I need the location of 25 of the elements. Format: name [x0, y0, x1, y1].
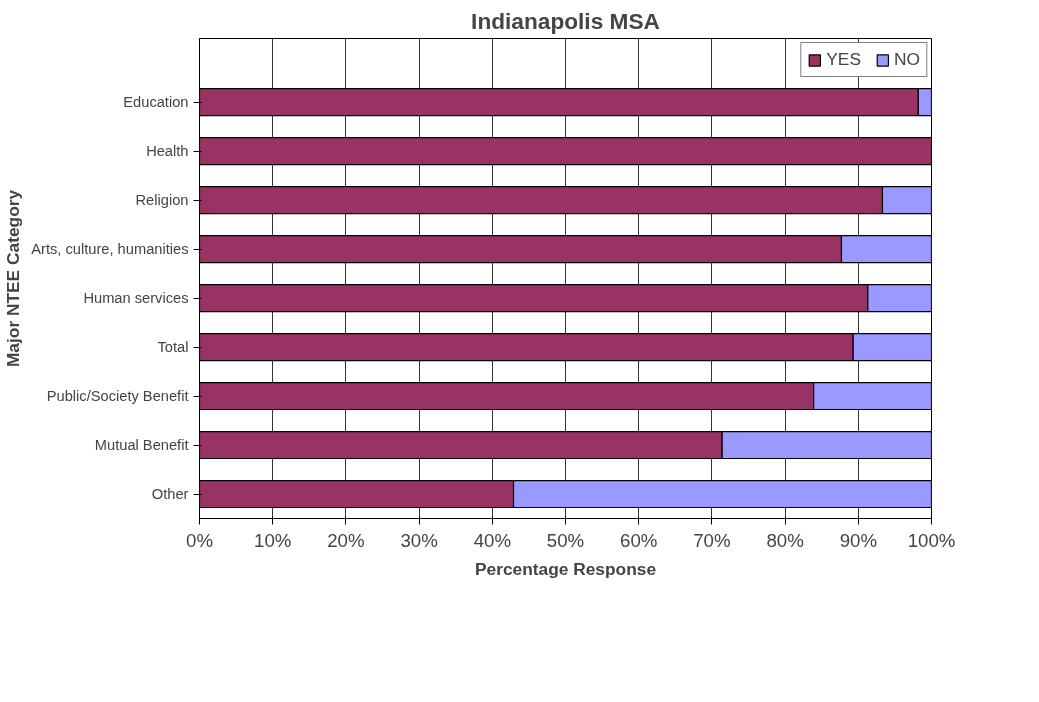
y-tick-label: Health — [146, 143, 189, 160]
x-tick-label: 0% — [186, 529, 213, 551]
y-axis-title: Major NTEE Category — [3, 189, 24, 368]
x-tick-label: 40% — [473, 529, 511, 551]
x-axis-title: Percentage Response — [474, 558, 657, 579]
x-tick-label: 10% — [254, 529, 292, 551]
x-tick-label: 50% — [546, 529, 585, 551]
x-tick-label: 100% — [907, 529, 956, 551]
x-tick-label: 80% — [766, 529, 804, 551]
x-tick-label: 90% — [839, 529, 877, 551]
y-tick-label: Mutual Benefit — [94, 437, 189, 454]
x-tick-label: 70% — [693, 529, 731, 551]
y-tick-label: Human services — [83, 290, 189, 307]
y-tick-label: Other — [151, 486, 189, 503]
y-tick-label: Religion — [135, 192, 189, 209]
y-tick-label: Public/Society Benefit — [46, 388, 189, 405]
legend-label: YES — [826, 49, 861, 70]
x-tick-label: 60% — [620, 529, 658, 551]
y-tick-label: Education — [123, 94, 189, 111]
y-tick-label: Total — [157, 339, 189, 356]
legend-label: NO — [894, 49, 920, 70]
y-tick-label: Arts, culture, humanities — [31, 241, 189, 258]
x-tick-label: 30% — [400, 529, 438, 551]
x-tick-label: 20% — [327, 529, 365, 551]
chart-title: Indianapolis MSA — [471, 7, 660, 34]
